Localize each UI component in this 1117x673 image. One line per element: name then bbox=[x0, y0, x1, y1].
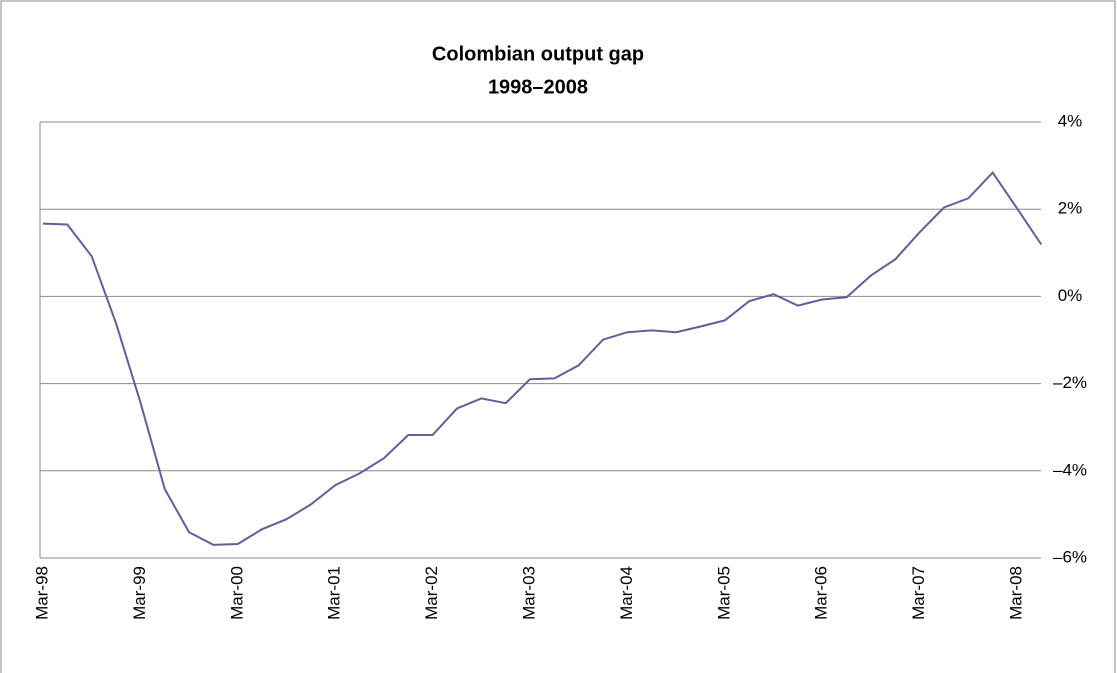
x-tick-label: Mar-08 bbox=[1006, 566, 1025, 620]
x-tick-label: Mar-98 bbox=[32, 566, 51, 620]
x-tick-label: Mar-03 bbox=[519, 566, 538, 620]
x-tick-label: Mar-00 bbox=[227, 566, 246, 620]
y-tick-label: 4% bbox=[1058, 111, 1083, 130]
chart-title: Colombian output gap bbox=[432, 43, 644, 65]
y-tick-label: –4% bbox=[1053, 460, 1087, 479]
y-tick-label: –6% bbox=[1053, 547, 1087, 566]
x-tick-label: Mar-06 bbox=[812, 566, 831, 620]
data-line bbox=[42, 171, 1043, 546]
x-tick-label: Mar-01 bbox=[325, 566, 344, 620]
y-tick-label: –2% bbox=[1053, 373, 1087, 392]
x-tick-label: Mar-05 bbox=[714, 566, 733, 620]
y-tick-label: 2% bbox=[1058, 199, 1083, 218]
y-tick-label: 0% bbox=[1058, 286, 1083, 305]
x-tick-label: Mar-04 bbox=[617, 566, 636, 620]
x-tick-label: Mar-99 bbox=[130, 566, 149, 620]
x-tick-label: Mar-02 bbox=[422, 566, 441, 620]
chart-subtitle: 1998–2008 bbox=[488, 76, 588, 98]
x-tick-label: Mar-07 bbox=[909, 566, 928, 620]
